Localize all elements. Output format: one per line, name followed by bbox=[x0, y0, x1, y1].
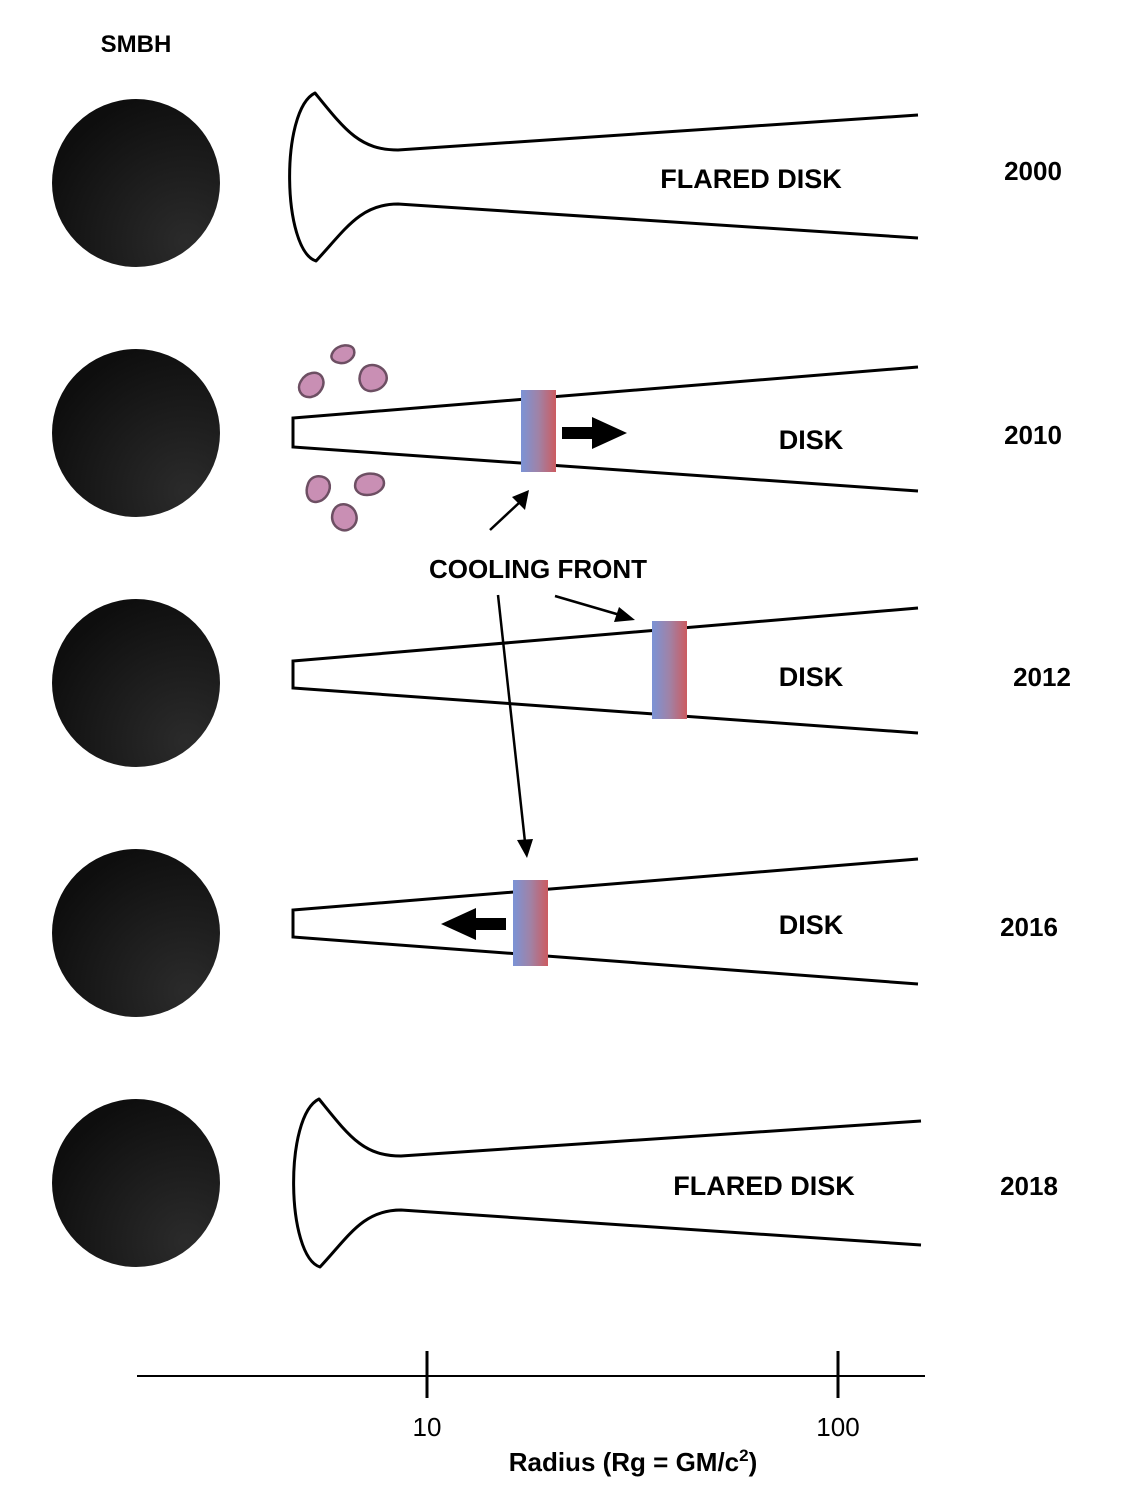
arrowhead-icon bbox=[614, 607, 635, 622]
black-hole-2010 bbox=[52, 349, 220, 517]
arrowhead-icon bbox=[512, 490, 529, 510]
clump bbox=[353, 472, 386, 497]
year-label-2000: 2000 bbox=[1004, 156, 1062, 186]
flared-disk-2000 bbox=[288, 91, 919, 263]
disk-2012 bbox=[291, 606, 919, 735]
black-hole-2018 bbox=[52, 1099, 220, 1267]
disk-label-2000: FLARED DISK bbox=[660, 164, 842, 194]
annotation-arrows bbox=[489, 501, 621, 843]
tick-label-100: 100 bbox=[816, 1412, 859, 1442]
black-hole-2016 bbox=[52, 849, 220, 1017]
axis-title-superscript: 2 bbox=[739, 1446, 748, 1465]
inward-arrow-icon bbox=[441, 908, 506, 940]
disk-label-2018: FLARED DISK bbox=[673, 1171, 855, 1201]
disk-2016 bbox=[291, 857, 919, 986]
year-label-2016: 2016 bbox=[1000, 912, 1058, 942]
clump bbox=[330, 503, 358, 532]
clump bbox=[358, 363, 388, 393]
pointer-arrow-2010 bbox=[489, 501, 521, 531]
year-label-2018: 2018 bbox=[1000, 1171, 1058, 1201]
clump bbox=[330, 344, 356, 365]
pointer-arrow-2012 bbox=[554, 594, 621, 617]
arrowhead-icon bbox=[517, 839, 533, 858]
year-label-2010: 2010 bbox=[1004, 420, 1062, 450]
disk-label-2016: DISK bbox=[779, 910, 844, 940]
black-hole-2000 bbox=[52, 99, 220, 267]
disk-label-2010: DISK bbox=[779, 425, 844, 455]
cooling-front-2012 bbox=[652, 621, 687, 719]
clump bbox=[297, 371, 325, 399]
clumps bbox=[297, 344, 388, 532]
black-hole-2012 bbox=[52, 599, 220, 767]
clump bbox=[305, 475, 331, 504]
pointer-arrow-2016 bbox=[496, 594, 527, 843]
axis-title: Radius (Rg = GM/c2) bbox=[509, 1446, 758, 1477]
disk-2010 bbox=[291, 365, 919, 493]
axis-title-end: ) bbox=[749, 1447, 758, 1477]
disk-label-2012: DISK bbox=[779, 662, 844, 692]
cooling-front-2010 bbox=[521, 390, 556, 472]
tick-label-10: 10 bbox=[413, 1412, 442, 1442]
flared-disk-2018 bbox=[292, 1097, 922, 1269]
axis-title-main: Radius (Rg = GM/c bbox=[509, 1447, 739, 1477]
cooling-front-label: COOLING FRONT bbox=[429, 554, 647, 584]
smbh-label: SMBH bbox=[101, 31, 172, 58]
cooling-front-2016 bbox=[513, 880, 548, 966]
outward-arrow-icon bbox=[562, 417, 627, 449]
year-label-2012: 2012 bbox=[1013, 662, 1071, 692]
